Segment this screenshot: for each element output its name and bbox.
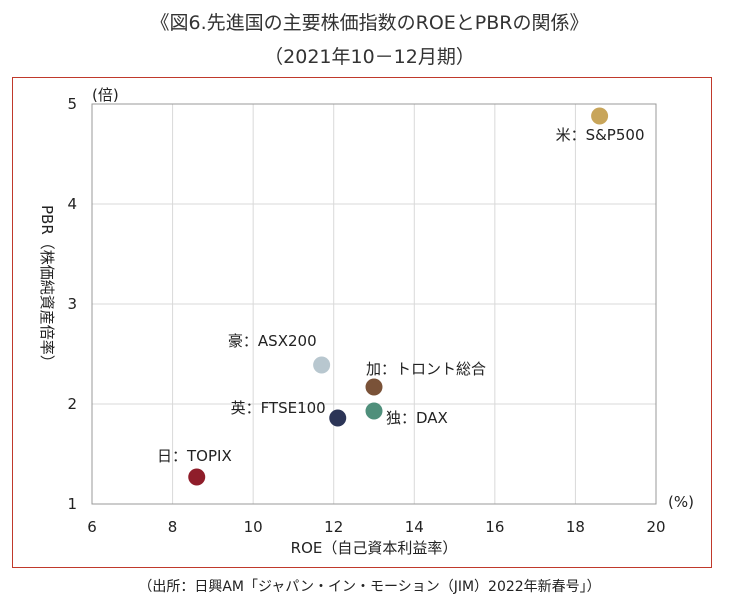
data-point bbox=[329, 409, 347, 427]
data-point-label: 日：TOPIX bbox=[157, 447, 232, 465]
data-point bbox=[591, 107, 609, 125]
x-tick-label: 8 bbox=[168, 518, 178, 536]
data-point-label: 加：トロント総合 bbox=[366, 360, 486, 378]
x-unit-label: (%) bbox=[668, 493, 694, 511]
data-point bbox=[188, 468, 206, 486]
x-tick-label: 10 bbox=[244, 518, 263, 536]
source-note: （出所：日興AM「ジャパン・イン・モーション（JIM）2022年新春号」） bbox=[138, 579, 601, 595]
data-point bbox=[365, 402, 383, 420]
x-tick-label: 16 bbox=[485, 518, 504, 536]
x-axis-label: ROE（自己資本利益率） bbox=[291, 539, 458, 557]
grid bbox=[92, 104, 656, 504]
data-point-label: 米：S&P500 bbox=[556, 126, 645, 144]
x-tick-label: 18 bbox=[566, 518, 585, 536]
x-tick-label: 14 bbox=[405, 518, 424, 536]
data-point-label: 豪：ASX200 bbox=[228, 332, 317, 350]
plot-area-border bbox=[91, 103, 657, 505]
x-tick-label: 20 bbox=[646, 518, 665, 536]
x-tick-label: 6 bbox=[87, 518, 97, 536]
data-points bbox=[188, 107, 609, 486]
y-tick-label: 3 bbox=[67, 295, 77, 313]
data-point-label: 独：DAX bbox=[386, 409, 448, 427]
chart-frame bbox=[12, 77, 712, 568]
y-unit-label: (倍) bbox=[92, 86, 119, 104]
y-tick-label: 2 bbox=[67, 395, 77, 413]
data-point-label: 英：FTSE100 bbox=[231, 399, 326, 417]
chart-title: 《図6.先進国の主要株価指数のROEとPBRの関係》 bbox=[150, 12, 589, 34]
chart-subtitle: （2021年10－12月期） bbox=[264, 46, 475, 68]
y-tick-label: 5 bbox=[67, 95, 77, 113]
y-tick-label: 4 bbox=[67, 195, 77, 213]
axes bbox=[91, 103, 657, 505]
x-tick-label: 12 bbox=[324, 518, 343, 536]
y-axis-label: PBR（株価純資産倍率） bbox=[38, 205, 56, 370]
data-point bbox=[313, 356, 331, 374]
data-point bbox=[365, 378, 383, 396]
y-tick-label: 1 bbox=[67, 495, 77, 513]
